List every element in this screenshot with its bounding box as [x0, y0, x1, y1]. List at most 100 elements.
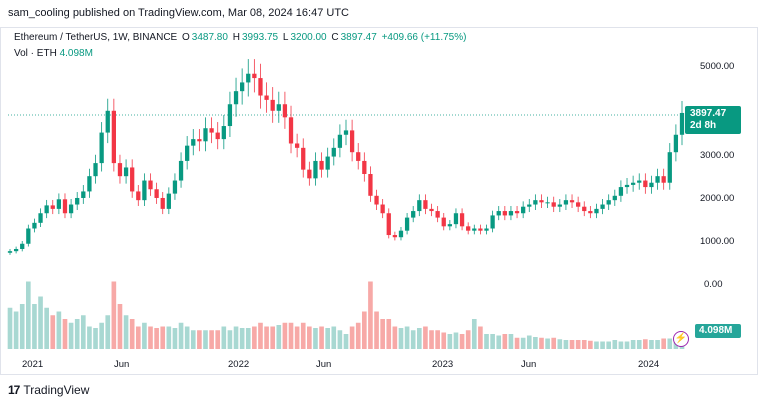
- low-label: L: [282, 32, 289, 43]
- candle-body: [423, 200, 428, 209]
- volume-bar: [362, 311, 367, 349]
- candle-body: [349, 130, 355, 153]
- volume-value: 4.098M: [59, 48, 93, 59]
- volume-bar: [7, 307, 13, 349]
- candle-body: [453, 213, 459, 225]
- volume-bar: [38, 296, 43, 349]
- volume-bar: [300, 322, 306, 349]
- volume-bar: [148, 326, 153, 349]
- volume-bar: [62, 319, 68, 349]
- price-tick-3000: 3000.00: [700, 150, 734, 161]
- volume-bar: [667, 338, 673, 349]
- candle-body: [576, 202, 581, 207]
- volume-bar: [172, 328, 178, 349]
- volume-bar: [484, 334, 489, 349]
- candle-body: [496, 211, 501, 216]
- candle-body: [386, 213, 391, 236]
- volume-bar: [569, 340, 575, 349]
- volume-bar: [563, 340, 569, 349]
- volume-bar: [184, 326, 190, 349]
- candle-countdown: 2d 8h: [690, 120, 717, 131]
- volume-bar: [26, 281, 31, 349]
- volume-bar: [661, 338, 666, 349]
- candle-body: [557, 204, 562, 207]
- candle-body: [111, 110, 116, 164]
- lightning-icon[interactable]: ⚡: [673, 331, 689, 347]
- volume-bar: [325, 328, 330, 349]
- current-price-tag: 3897.47 2d 8h: [685, 106, 741, 134]
- volume-bar: [258, 322, 263, 349]
- candle-body: [13, 248, 19, 252]
- volume-bar: [50, 315, 56, 349]
- candle-body: [191, 139, 196, 146]
- volume-bar: [111, 281, 117, 349]
- candle-body: [514, 211, 520, 214]
- candle-body: [185, 145, 190, 161]
- price-chart[interactable]: 5000.00 3000.00 2000.00 1000.00 0.00 202…: [0, 27, 758, 375]
- symbol-legend[interactable]: Ethereum / TetherUS, 1W, BINANCE O 3487.8…: [14, 32, 468, 43]
- candle-body: [197, 139, 202, 142]
- volume-bar: [209, 330, 214, 349]
- volume-bar: [508, 334, 514, 349]
- volume-layer: [7, 281, 685, 349]
- volume-bar: [386, 319, 392, 349]
- candle-body: [44, 205, 49, 214]
- volume-bar: [215, 330, 221, 349]
- volume-bar: [178, 322, 184, 349]
- candle-body: [50, 205, 55, 209]
- price-tick-2000: 2000.00: [700, 193, 734, 204]
- candle-body: [673, 134, 679, 153]
- candle-body: [313, 160, 318, 179]
- footer[interactable]: 17 TradingView: [8, 383, 89, 397]
- candle-body: [276, 104, 281, 111]
- candle-body: [307, 169, 312, 179]
- high-label: H: [232, 32, 240, 43]
- candle-body: [618, 187, 624, 196]
- volume-bar: [655, 340, 660, 349]
- volume-bar: [410, 330, 416, 349]
- candle-body: [527, 204, 532, 207]
- candle-body: [478, 228, 483, 231]
- candle-body: [630, 182, 636, 185]
- volume-bar: [19, 304, 25, 349]
- volume-bar: [465, 330, 471, 349]
- candle-body: [301, 147, 306, 170]
- candle-body: [68, 204, 74, 214]
- candle-body: [160, 197, 165, 209]
- candle-body: [282, 104, 288, 118]
- volume-bar: [252, 326, 257, 349]
- candle-body: [209, 128, 214, 133]
- candle-body: [56, 199, 62, 209]
- candle-body: [533, 200, 538, 205]
- volume-bar: [197, 330, 202, 349]
- candle-body: [142, 180, 147, 201]
- volume-bar: [349, 326, 355, 349]
- candle-body: [582, 206, 587, 212]
- candle-body: [337, 134, 343, 148]
- volume-legend[interactable]: Vol · ETH 4.098M: [14, 48, 93, 59]
- candle-body: [62, 199, 68, 214]
- candle-body: [233, 91, 239, 105]
- volume-bar: [68, 322, 74, 349]
- price-tick-0: 0.00: [704, 279, 723, 290]
- candle-body: [447, 224, 452, 227]
- candle-body: [166, 193, 171, 209]
- tradingview-logo-icon: 17: [8, 383, 20, 397]
- volume-bar: [380, 319, 385, 349]
- volume-bar: [392, 326, 398, 349]
- volume-bar: [135, 326, 141, 349]
- volume-bar: [142, 322, 147, 349]
- time-label-jun-2021: Jun: [114, 359, 129, 370]
- open-label: O: [182, 32, 190, 43]
- close-value: 3897.47: [340, 32, 377, 43]
- candle-body: [178, 160, 184, 181]
- volume-bar: [490, 334, 495, 349]
- volume-bar: [630, 340, 636, 349]
- volume-bar: [545, 338, 550, 349]
- current-price-value: 3897.47: [690, 108, 727, 119]
- volume-bar: [459, 334, 465, 349]
- candle-body: [130, 167, 135, 192]
- volume-bar: [105, 315, 111, 349]
- volume-bar: [233, 326, 239, 349]
- candle-body: [374, 195, 379, 205]
